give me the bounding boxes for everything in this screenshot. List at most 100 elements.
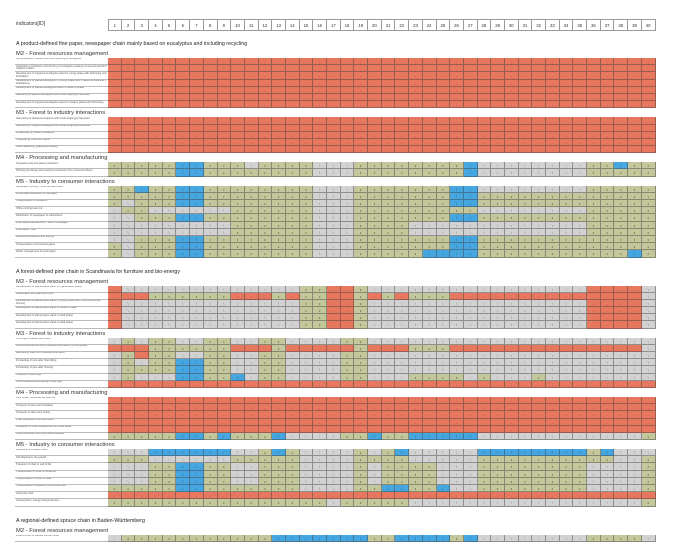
indicator-cell: •	[477, 463, 492, 471]
indicator-cell: •	[532, 200, 546, 208]
indicator-cell: /	[176, 477, 191, 485]
indicator-cell: •	[641, 432, 656, 441]
indicator-cell: -	[327, 146, 341, 154]
indicator-cell: -	[162, 404, 177, 412]
indicator-cell: \	[422, 228, 437, 236]
indicator-cell: •	[641, 169, 656, 177]
indicator-cell: -	[628, 321, 642, 329]
indicator-cell: •	[135, 456, 150, 464]
indicator-cell: -	[518, 93, 533, 102]
indicator-cell: •	[244, 185, 259, 193]
indicator-cell: \	[532, 314, 546, 322]
indicator-cell: -	[463, 404, 478, 412]
indicator-cell: \	[477, 366, 492, 374]
indicator-cell: -	[285, 418, 300, 426]
indicator-cell: •	[587, 456, 601, 464]
indicator-cell: •	[381, 456, 396, 464]
indicator-cell: -	[299, 79, 314, 87]
indicator-cell: •	[272, 337, 286, 345]
indicator-cell: \	[162, 456, 177, 464]
indicator-cell: •	[395, 221, 410, 229]
indicator-cell: -	[409, 93, 423, 102]
indicator-cell: •	[518, 477, 533, 485]
indicator-cell: \	[559, 285, 574, 293]
table-row: Price measuring and selling of pine logs…	[15, 380, 675, 388]
indicator-cell: •	[614, 169, 629, 177]
indicator-cell: •	[203, 373, 218, 381]
indicator-cell: -	[121, 124, 136, 132]
indicator-cell: /	[463, 250, 478, 258]
indicator-cell: •	[573, 192, 588, 200]
indicator-cell: \	[381, 285, 396, 293]
indicator-id-9: 9	[217, 19, 232, 31]
indicator-cell: \	[573, 185, 588, 193]
indicator-cell: •	[299, 235, 314, 244]
indicator-cell: -	[272, 138, 286, 147]
indicator-cell: -	[354, 396, 369, 405]
indicator-cell: \	[463, 485, 478, 493]
indicator-cell: -	[272, 86, 286, 94]
indicator-cell: -	[450, 72, 464, 80]
indicator-cell: •	[381, 449, 396, 457]
indicator-cell: •	[614, 192, 629, 200]
indicator-cell: •	[532, 214, 546, 222]
indicator-cell: \	[477, 162, 492, 170]
indicator-cell: \	[491, 221, 505, 229]
indicator-cell: \	[504, 299, 519, 308]
indicator-cell: \	[108, 470, 122, 478]
indicator-cell: \	[217, 299, 232, 308]
indicator-cell: •	[244, 432, 259, 441]
indicator-cell: -	[504, 79, 519, 87]
indicator-cell: •	[217, 463, 232, 471]
indicator-cell: \	[463, 314, 478, 322]
indicator-cell: -	[628, 72, 642, 80]
indicator-cell: \	[108, 463, 122, 471]
indicator-cell: •	[395, 228, 410, 236]
indicator-cell: -	[491, 65, 505, 73]
indicator-cell: •	[135, 162, 150, 170]
indicator-cell: \	[614, 432, 629, 441]
indicator-cell: \	[573, 285, 588, 293]
indicator-cell: -	[231, 380, 245, 388]
indicator-cell: •	[217, 359, 232, 367]
indicator-cell: \	[409, 314, 423, 322]
indicator-cell: •	[354, 449, 369, 457]
indicator-cell: -	[149, 396, 163, 405]
indicator-cell: -	[573, 79, 588, 87]
row-label: Transportation of chair to retail	[15, 478, 108, 485]
indicator-cell: \	[532, 285, 546, 293]
indicator-cell: \	[559, 169, 574, 177]
indicator-cell: /	[614, 162, 629, 170]
indicator-cell: •	[641, 477, 656, 485]
indicator-cell: -	[272, 117, 286, 125]
indicator-cell: -	[354, 79, 369, 87]
indicator-cell: \	[559, 366, 574, 374]
indicator-cell: •	[108, 250, 122, 258]
indicator-cell: \	[244, 314, 259, 322]
indicator-cell: \	[244, 470, 259, 478]
indicator-cell: \	[463, 307, 478, 315]
indicator-cell: \	[614, 352, 629, 360]
indicator-cell: \	[340, 235, 355, 244]
indicator-cell: -	[121, 292, 136, 300]
indicator-cell: \	[285, 307, 300, 315]
indicator-cell: •	[162, 359, 177, 367]
indicator-cell: \	[532, 307, 546, 315]
indicator-cell: \	[587, 499, 601, 507]
indicator-cell: -	[217, 124, 232, 132]
indicator-cell: •	[244, 214, 259, 222]
indicator-cell: -	[313, 86, 327, 94]
indicator-cell: -	[641, 146, 656, 154]
indicator-cell: \	[573, 534, 588, 542]
indicator-cell: •	[244, 456, 259, 464]
indicator-cell: \	[285, 352, 300, 360]
indicator-cell: -	[409, 58, 423, 66]
indicator-cell: \	[573, 299, 588, 308]
indicator-cell: \	[573, 359, 588, 367]
indicator-cell: \	[327, 485, 341, 493]
indicator-cell: -	[176, 124, 191, 132]
indicator-cell: -	[285, 146, 300, 154]
indicator-cell: •	[217, 470, 232, 478]
indicator-cell: \	[518, 285, 533, 293]
indicator-cell: \	[162, 221, 177, 229]
